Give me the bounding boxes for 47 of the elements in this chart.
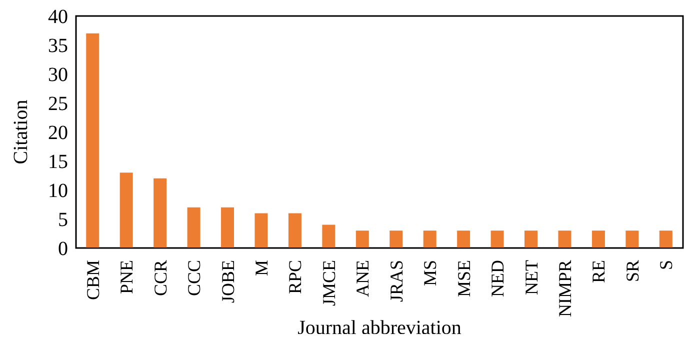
y-tick-label: 20 bbox=[48, 122, 68, 144]
bar bbox=[390, 230, 403, 248]
bar bbox=[592, 230, 605, 248]
y-tick-label: 25 bbox=[48, 93, 68, 116]
x-tick-label: JOBE bbox=[218, 260, 238, 304]
bar bbox=[457, 230, 470, 248]
bar bbox=[254, 213, 268, 248]
bar bbox=[524, 230, 538, 248]
bar bbox=[558, 230, 572, 248]
bar bbox=[86, 33, 100, 248]
y-axis-title: Citation bbox=[10, 100, 32, 164]
y-tick-label: 35 bbox=[48, 35, 68, 58]
bar bbox=[154, 178, 167, 248]
x-axis-title: Journal abbreviation bbox=[298, 317, 462, 339]
x-tick-label: CCC bbox=[184, 260, 204, 296]
x-tick-label: PNE bbox=[116, 260, 137, 294]
x-tick-label: NED bbox=[488, 260, 508, 297]
y-tick-label: 40 bbox=[48, 6, 68, 28]
bar bbox=[423, 230, 436, 248]
x-tick-label: RE bbox=[588, 260, 609, 284]
x-tick-label: JRAS bbox=[386, 260, 406, 302]
bar bbox=[221, 207, 234, 248]
y-tick-label: 0 bbox=[58, 238, 68, 260]
x-tick-label: MSE bbox=[454, 260, 474, 298]
x-tick-label: ANE bbox=[352, 260, 373, 297]
bar bbox=[356, 230, 369, 248]
y-tick-label: 15 bbox=[48, 151, 68, 174]
x-tick-label: S bbox=[656, 260, 676, 270]
bar bbox=[626, 230, 639, 248]
x-tick-label: CCR bbox=[150, 260, 170, 296]
x-tick-label: NIMPR bbox=[554, 260, 575, 318]
y-tick-label: 5 bbox=[58, 209, 68, 232]
bar bbox=[490, 230, 504, 248]
x-tick-label: MS bbox=[420, 260, 440, 286]
y-tick-label: 10 bbox=[48, 180, 68, 202]
bar bbox=[187, 207, 200, 248]
x-tick-label: CBM bbox=[82, 260, 103, 300]
bar bbox=[659, 230, 672, 248]
x-tick-label: M bbox=[251, 260, 272, 276]
bar bbox=[322, 224, 336, 248]
x-tick-label: JMCE bbox=[318, 260, 339, 306]
bar bbox=[120, 172, 133, 248]
y-tick-label: 30 bbox=[48, 64, 68, 86]
x-tick-label: RPC bbox=[285, 260, 306, 294]
x-tick-label: SR bbox=[622, 260, 642, 282]
x-tick-label: NET bbox=[521, 260, 542, 295]
bar bbox=[288, 213, 302, 248]
